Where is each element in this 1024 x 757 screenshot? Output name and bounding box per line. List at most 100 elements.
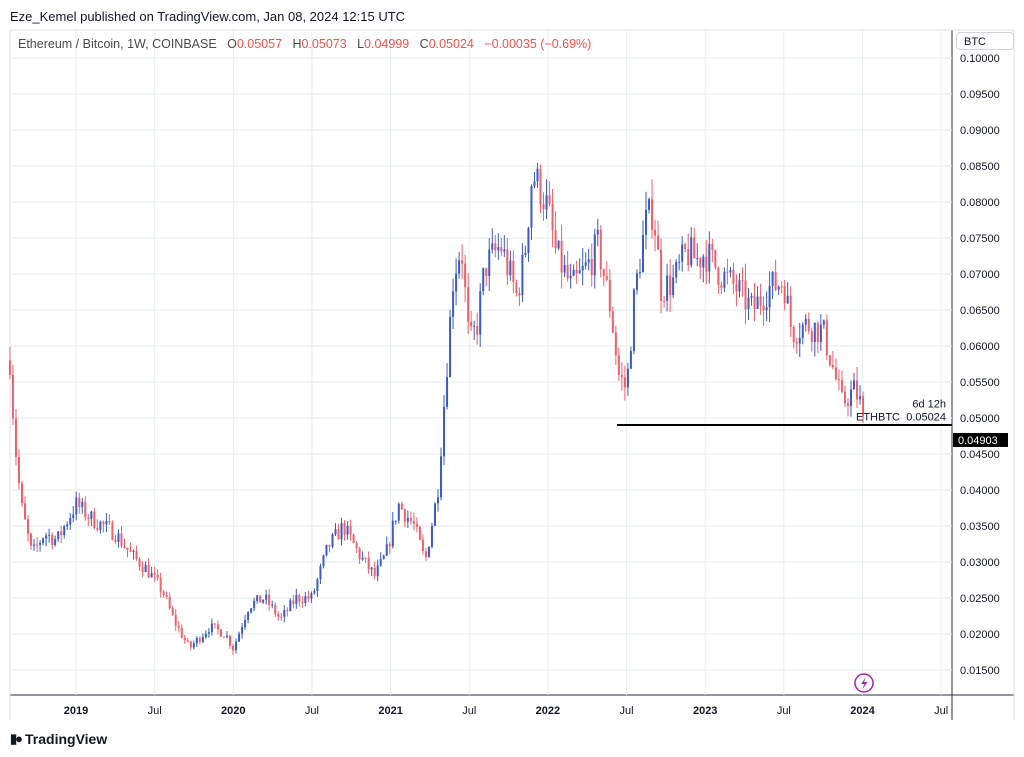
candle-body: [825, 320, 828, 356]
candle: [132, 549, 135, 560]
candle-body: [774, 271, 777, 290]
candle: [274, 602, 277, 617]
candle: [87, 513, 90, 526]
candle-body: [289, 600, 292, 612]
tradingview-logo[interactable]: ▮● TradingView: [10, 731, 107, 747]
candle: [93, 507, 96, 530]
candle-body: [424, 551, 427, 558]
candle-body: [385, 544, 388, 556]
candle: [286, 607, 289, 617]
candle-body: [319, 566, 322, 580]
candle-body: [747, 297, 750, 310]
candle: [617, 347, 620, 382]
candle-body: [388, 544, 391, 547]
candle: [590, 243, 593, 287]
candle-body: [660, 249, 663, 301]
candle-body: [620, 375, 623, 378]
candle-body: [132, 550, 135, 552]
candle-body: [503, 249, 506, 252]
candle-body: [641, 234, 644, 273]
candle-body: [259, 595, 262, 603]
candle-body: [421, 539, 424, 552]
candle-body: [699, 258, 702, 268]
candle-body: [265, 594, 268, 600]
candle-body: [729, 270, 732, 273]
candle-body: [666, 275, 669, 301]
price-tick-label: 0.05500: [960, 377, 1000, 389]
candle: [364, 557, 367, 563]
candle-body: [126, 547, 129, 551]
candle: [259, 595, 262, 603]
price-axis[interactable]: 0.10000 0.09500 0.09000 0.08500 0.08000 0.075…: [960, 53, 1000, 677]
candle: [232, 643, 235, 655]
candle: [319, 563, 322, 584]
time-axis[interactable]: 2019 Jul 2020 Jul 2021 Jul 2022 Jul 2023 Jul 2024 J…: [64, 705, 948, 717]
candle-body: [750, 295, 753, 298]
candle: [732, 262, 735, 295]
candle-body: [509, 260, 512, 276]
candle: [238, 631, 241, 642]
candle: [235, 638, 238, 654]
time-tick-label: 2020: [221, 705, 245, 717]
candle: [605, 261, 608, 282]
candle-body: [819, 324, 822, 343]
close-value: 0.05024: [428, 37, 474, 51]
candle: [352, 533, 355, 544]
candle: [660, 238, 663, 314]
candle: [521, 243, 524, 302]
candle: [747, 288, 750, 320]
candle: [418, 525, 421, 541]
candle-body: [99, 521, 102, 530]
candle-body: [271, 604, 274, 606]
candle: [699, 256, 702, 279]
time-tick-label: Jul: [620, 705, 634, 717]
candle-body: [313, 591, 316, 594]
candle: [334, 523, 337, 536]
candle-body: [527, 227, 530, 253]
candle: [506, 237, 509, 285]
candle: [51, 532, 54, 550]
time-tick-label: Jul: [934, 705, 948, 717]
candle: [409, 511, 412, 525]
candle-body: [455, 273, 458, 292]
candle-body: [213, 623, 216, 625]
candle: [289, 598, 292, 612]
candle: [20, 480, 23, 507]
currency-button[interactable]: BTC: [956, 32, 1014, 50]
price-tick-label: 0.08000: [960, 197, 1000, 209]
candle: [144, 561, 147, 573]
candle: [412, 512, 415, 531]
candle: [503, 235, 506, 257]
candle: [105, 513, 108, 533]
candle: [678, 254, 681, 271]
candle-body: [488, 249, 491, 277]
candle: [497, 233, 500, 260]
lightning-icon[interactable]: [854, 673, 874, 693]
candle: [183, 634, 186, 644]
candle: [102, 520, 105, 533]
candle: [672, 264, 675, 298]
high-label: H: [292, 37, 302, 51]
candle-body: [696, 258, 699, 260]
candle-body: [346, 525, 349, 535]
candle-body: [533, 181, 536, 187]
candle: [219, 628, 222, 638]
candle: [301, 596, 304, 608]
candle: [201, 633, 204, 644]
price-tick-label: 0.04500: [960, 449, 1000, 461]
candle: [141, 561, 144, 578]
candle-body: [629, 350, 632, 369]
candle-body: [210, 623, 213, 633]
candle-body: [608, 279, 611, 312]
candle: [111, 520, 114, 541]
candle: [765, 291, 768, 322]
candle-body: [506, 249, 509, 276]
candle-body: [105, 521, 108, 525]
candle-body: [168, 596, 171, 609]
candle-body: [702, 256, 705, 268]
candle: [675, 259, 678, 284]
candle: [81, 498, 84, 514]
candle: [524, 245, 527, 258]
candle-body: [557, 240, 560, 249]
